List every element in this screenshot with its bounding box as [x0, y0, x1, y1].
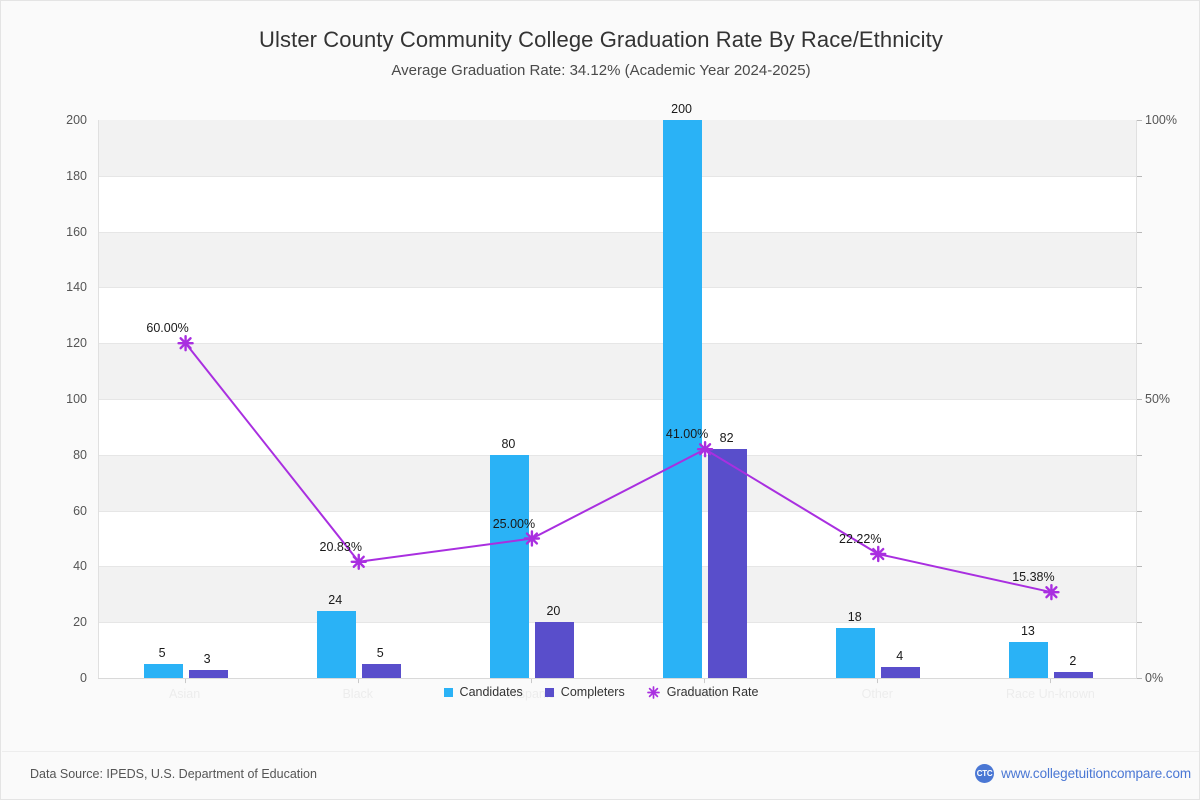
y-axis-right-tick-label: 100% — [1145, 113, 1177, 127]
y-axis-right-tickmark — [1137, 231, 1142, 233]
rate-value-label: 41.00% — [665, 427, 709, 442]
plot-area: 60.00% 20.83% 25.00% 41.00% 22.22% 15.38% — [98, 120, 1137, 679]
x-axis-tickmark — [877, 679, 879, 684]
gridline — [99, 231, 1136, 233]
y-axis-right-tickmark — [1137, 678, 1142, 679]
legend-label: Graduation Rate — [666, 685, 759, 699]
y-axis-tick-label: 20 — [73, 615, 87, 630]
bar-value-label: 13 — [1020, 623, 1035, 638]
plot-band — [99, 566, 1136, 623]
y-axis-tick-label: 0 — [80, 671, 87, 685]
bar-value-label: 2 — [1069, 654, 1077, 669]
y-axis-right-tickmark — [1137, 622, 1142, 624]
plot-band — [99, 231, 1136, 288]
bar-completers-black[interactable] — [361, 664, 401, 678]
chart-footer: Data Source: IPEDS, U.S. Department of E… — [2, 751, 1199, 798]
y-axis-tick-label: 100 — [66, 392, 87, 406]
site-credit[interactable]: CTC www.collegetuitioncompare.com — [975, 764, 1191, 783]
bar-value-label: 5 — [158, 646, 166, 661]
rate-value-label: 15.38% — [1012, 570, 1055, 585]
y-axis-right-tick-label: 0% — [1145, 671, 1164, 685]
y-axis-tick-label: 40 — [73, 559, 87, 574]
legend-item-completers[interactable]: Completers — [544, 685, 625, 699]
y-axis-tick-label: 80 — [73, 447, 87, 462]
x-axis-tickmark — [530, 679, 532, 684]
y-axis-right-tickmark — [1137, 399, 1142, 400]
x-axis-baseline — [98, 678, 1137, 679]
bar-completers-asian[interactable] — [188, 669, 228, 678]
y-axis-right-tickmark — [1137, 510, 1142, 512]
gridline — [99, 510, 1136, 512]
bar-value-label: 80 — [501, 436, 516, 451]
gridline — [99, 399, 1136, 400]
bar-candidates-asian[interactable] — [143, 664, 183, 678]
bar-value-label: 200 — [671, 102, 693, 116]
ctc-logo-icon: CTC — [975, 764, 995, 783]
y-axis-tick-label: 180 — [66, 168, 87, 183]
gridline — [99, 287, 1136, 289]
chart-title: Ulster County Community College Graduati… — [259, 27, 943, 52]
gridline — [99, 175, 1136, 177]
y-axis-right-tickmark — [1137, 343, 1142, 345]
rate-marker-other[interactable] — [870, 545, 887, 563]
bar-candidates-other[interactable] — [836, 627, 876, 678]
bar-candidates-black[interactable] — [316, 611, 356, 678]
plot-band — [99, 343, 1136, 399]
y-axis-tick-label: 60 — [73, 503, 87, 518]
gridline — [99, 454, 1136, 456]
square-swatch-icon — [544, 687, 554, 697]
legend-label: Candidates — [459, 685, 523, 699]
bar-value-label: 24 — [328, 593, 343, 608]
chart-subtitle: Average Graduation Rate: 34.12% (Academi… — [391, 62, 811, 79]
gridline — [99, 622, 1136, 624]
site-url-link[interactable]: www.collegetuitioncompare.com — [1001, 766, 1191, 781]
rate-value-label: 60.00% — [146, 321, 189, 336]
rate-value-label: 25.00% — [492, 516, 536, 531]
y-axis-tick-label: 160 — [66, 224, 87, 239]
bar-value-label: 82 — [719, 431, 734, 446]
y-axis-right-tickmark — [1137, 454, 1142, 456]
bar-completers-race-un-known[interactable] — [1054, 672, 1094, 678]
y-axis-tick-label: 140 — [66, 280, 87, 295]
gridline — [99, 343, 1136, 345]
y-axis-right-tickmark — [1137, 120, 1142, 121]
y-axis-right-tickmark — [1137, 287, 1142, 289]
x-axis-tickmark — [1050, 679, 1052, 684]
square-swatch-icon — [443, 687, 453, 697]
chart-legend: Candidates Completers Graduation Rate — [1, 683, 1199, 701]
bar-value-label: 18 — [847, 609, 862, 624]
bar-value-label: 5 — [376, 646, 384, 661]
rate-value-label: 22.22% — [839, 532, 882, 546]
y-axis-right-tickmark — [1137, 175, 1142, 177]
gridline — [99, 566, 1136, 568]
y-axis-right-tick-label: 50% — [1145, 392, 1171, 406]
bar-candidates-white[interactable] — [663, 120, 703, 678]
rate-value-label: 20.83% — [319, 539, 362, 554]
bar-value-label: 20 — [546, 604, 561, 619]
bar-value-label: 4 — [896, 648, 904, 663]
y-axis-right-tickmark — [1137, 566, 1142, 568]
plot-band — [99, 454, 1136, 511]
bar-completers-other[interactable] — [881, 666, 921, 678]
bar-candidates-race-un-known[interactable] — [1009, 641, 1049, 678]
bar-value-label: 3 — [203, 651, 211, 666]
legend-label: Completers — [560, 685, 625, 699]
x-axis-tickmark — [704, 679, 706, 684]
y-axis-tick-label: 200 — [66, 113, 87, 127]
x-axis-tickmark — [184, 679, 186, 684]
star-marker-icon — [646, 685, 660, 699]
data-source-text: Data Source: IPEDS, U.S. Department of E… — [30, 767, 317, 781]
plot-band — [99, 120, 1136, 176]
legend-item-candidates[interactable]: Candidates — [443, 685, 523, 699]
bar-candidates-hispanic[interactable] — [489, 454, 529, 678]
legend-item-graduation-rate[interactable]: Graduation Rate — [646, 685, 759, 699]
y-axis-tick-label: 120 — [66, 336, 87, 351]
bar-completers-white[interactable] — [708, 449, 748, 678]
x-axis-tickmark — [357, 679, 359, 684]
bar-completers-hispanic[interactable] — [534, 622, 574, 678]
